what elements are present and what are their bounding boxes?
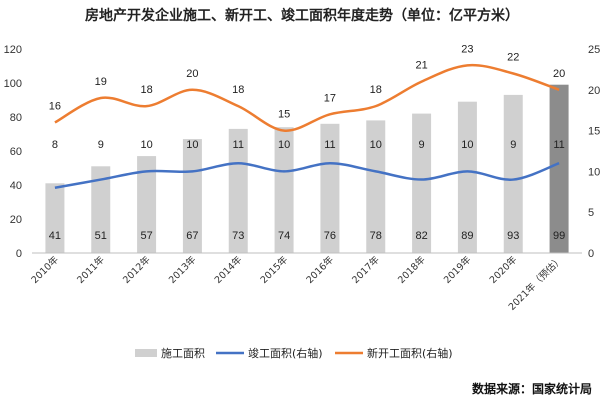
bar (412, 113, 432, 253)
completed-value-label: 10 (461, 139, 473, 151)
bar (503, 94, 523, 254)
right-y-tick: 20 (588, 85, 600, 97)
bar (137, 156, 157, 253)
completed-value-label: 8 (52, 139, 58, 151)
left-y-tick: 60 (10, 146, 22, 158)
legend-label-completed: 竣工面积(右轴) (248, 346, 323, 360)
bar-value-label: 93 (507, 230, 519, 242)
legend-label-construction: 施工面积 (161, 347, 205, 360)
right-y-tick: 15 (588, 126, 600, 138)
right-y-tick: 5 (588, 207, 594, 219)
legend: 施工面积 竣工面积(右轴) 新开工面积(右轴) (135, 346, 453, 360)
line-series: 8 9 10 10 11 10 11 10 9 10 9 11 16 19 18 20 18 15 17 18 21 23… (49, 43, 565, 189)
left-y-tick: 80 (10, 112, 22, 124)
x-tick-label: 2013年 (166, 253, 199, 286)
x-tick-label: 2011年 (75, 253, 108, 286)
bar-value-label: 51 (95, 230, 107, 242)
x-tick-label: 2010年 (29, 253, 62, 286)
completed-value-label: 10 (370, 139, 382, 151)
new-start-value-label: 21 (415, 60, 427, 72)
completed-area-line (54, 161, 560, 189)
x-tick-label: 2019年 (441, 253, 474, 286)
new-start-value-label: 23 (461, 43, 473, 55)
completed-value-label: 11 (553, 139, 564, 151)
completed-value-label: 10 (278, 139, 290, 151)
left-y-tick: 100 (4, 78, 22, 90)
bar (366, 120, 386, 254)
bar-series: 41 51 57 67 73 74 76 78 82 89 93 99 (45, 84, 569, 254)
completed-value-label: 9 (510, 139, 516, 151)
bar (182, 139, 202, 253)
x-tick-label: 2015年 (258, 253, 291, 286)
x-tick-label: 2016年 (304, 253, 337, 286)
new-start-area-line (54, 63, 560, 132)
bar (91, 166, 111, 253)
new-start-value-label: 20 (553, 68, 565, 80)
x-tick-label: 2018年 (395, 253, 428, 286)
new-start-value-label: 18 (140, 84, 152, 96)
new-start-value-label: 18 (370, 84, 382, 96)
x-tick-label: 2017年 (350, 253, 383, 286)
completed-value-label: 9 (419, 139, 425, 151)
bar-value-label: 57 (140, 230, 152, 242)
new-start-value-label: 16 (49, 100, 61, 112)
completed-value-label: 11 (233, 139, 244, 151)
new-start-value-label: 15 (278, 109, 290, 121)
completed-value-label: 9 (98, 139, 104, 151)
left-y-tick: 20 (10, 214, 22, 226)
bar (228, 128, 248, 253)
bar-value-label: 82 (415, 230, 427, 242)
bar-value-label: 41 (49, 230, 61, 242)
new-start-value-label: 20 (186, 68, 198, 80)
right-y-tick: 25 (588, 44, 600, 56)
right-y-tick: 0 (588, 248, 594, 260)
bar-value-label: 67 (186, 230, 198, 242)
bar (45, 183, 65, 253)
bar (549, 84, 569, 253)
bar-value-label: 78 (370, 230, 382, 242)
chart-title: 房地产开发企业施工、新开工、竣工面积年度走势（单位：亿平方米） (85, 7, 519, 24)
new-start-value-label: 22 (507, 51, 519, 63)
bar-value-label: 76 (324, 230, 336, 242)
bar-value-label: 89 (461, 230, 473, 242)
right-y-axis: 0 5 10 15 20 25 (588, 44, 600, 260)
completed-value-label: 10 (140, 139, 152, 151)
bar (274, 127, 294, 253)
x-axis-labels: 2010年 2011年 2012年 2013年 2014年 2015年 2016年 2017年… (29, 253, 565, 313)
new-start-value-label: 17 (324, 92, 336, 104)
completed-value-label: 11 (324, 139, 335, 151)
left-y-tick: 0 (16, 248, 22, 260)
right-y-tick: 10 (588, 166, 600, 178)
bar-value-label: 73 (232, 230, 244, 242)
x-tick-label: 2020年 (487, 253, 520, 286)
legend-label-new-start: 新开工面积(右轴) (367, 346, 453, 360)
bar-value-label: 74 (278, 230, 290, 242)
left-y-axis: 0 20 40 60 80 100 120 (4, 44, 22, 260)
left-y-tick: 120 (4, 44, 22, 56)
new-start-value-label: 18 (232, 84, 244, 96)
source-note: 数据来源：国家统计局 (472, 381, 592, 396)
x-tick-label: 2014年 (212, 253, 245, 286)
left-y-tick: 40 (10, 180, 22, 192)
bar (457, 101, 477, 253)
bar-value-label: 99 (553, 230, 565, 242)
x-tick-label: 2012年 (120, 253, 153, 286)
completed-value-label: 10 (186, 139, 198, 151)
legend-swatch-construction (135, 349, 157, 357)
bar (320, 123, 340, 253)
new-start-value-label: 19 (95, 76, 107, 88)
